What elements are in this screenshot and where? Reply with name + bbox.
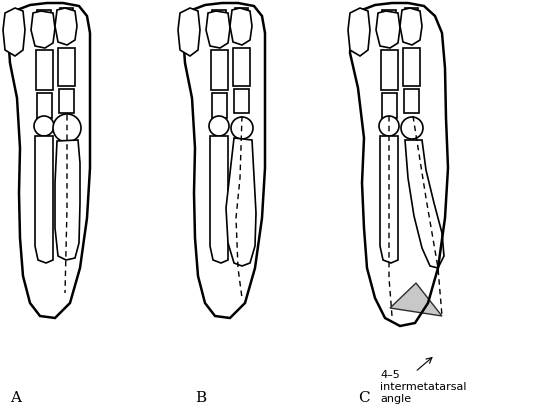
PathPatch shape bbox=[210, 136, 228, 263]
PathPatch shape bbox=[376, 11, 400, 48]
PathPatch shape bbox=[3, 8, 25, 56]
PathPatch shape bbox=[390, 283, 442, 316]
Text: angle: angle bbox=[380, 394, 411, 404]
PathPatch shape bbox=[233, 48, 250, 86]
Circle shape bbox=[53, 114, 81, 142]
Text: C: C bbox=[358, 391, 369, 405]
Circle shape bbox=[231, 117, 253, 139]
PathPatch shape bbox=[37, 93, 52, 118]
Circle shape bbox=[209, 116, 229, 136]
PathPatch shape bbox=[404, 89, 419, 113]
Text: B: B bbox=[195, 391, 206, 405]
PathPatch shape bbox=[403, 48, 420, 86]
PathPatch shape bbox=[382, 10, 396, 24]
Text: A: A bbox=[10, 391, 21, 405]
PathPatch shape bbox=[405, 140, 444, 268]
PathPatch shape bbox=[55, 8, 77, 45]
PathPatch shape bbox=[234, 89, 249, 113]
PathPatch shape bbox=[226, 138, 256, 266]
PathPatch shape bbox=[405, 8, 418, 22]
PathPatch shape bbox=[59, 89, 74, 113]
PathPatch shape bbox=[211, 50, 228, 90]
PathPatch shape bbox=[206, 11, 230, 48]
PathPatch shape bbox=[60, 8, 73, 22]
Circle shape bbox=[34, 116, 54, 136]
PathPatch shape bbox=[37, 10, 51, 24]
PathPatch shape bbox=[36, 50, 53, 90]
PathPatch shape bbox=[380, 136, 398, 263]
Circle shape bbox=[401, 117, 423, 139]
Text: intermetatarsal: intermetatarsal bbox=[380, 382, 466, 392]
PathPatch shape bbox=[35, 136, 53, 263]
Circle shape bbox=[379, 116, 399, 136]
Text: 4–5: 4–5 bbox=[380, 370, 400, 380]
PathPatch shape bbox=[381, 50, 398, 90]
PathPatch shape bbox=[382, 93, 397, 118]
PathPatch shape bbox=[58, 48, 75, 86]
PathPatch shape bbox=[400, 8, 422, 45]
PathPatch shape bbox=[212, 93, 227, 118]
PathPatch shape bbox=[235, 8, 248, 22]
PathPatch shape bbox=[31, 11, 55, 48]
PathPatch shape bbox=[348, 8, 370, 56]
PathPatch shape bbox=[212, 10, 226, 24]
PathPatch shape bbox=[230, 8, 252, 45]
PathPatch shape bbox=[55, 140, 80, 260]
PathPatch shape bbox=[178, 8, 200, 56]
